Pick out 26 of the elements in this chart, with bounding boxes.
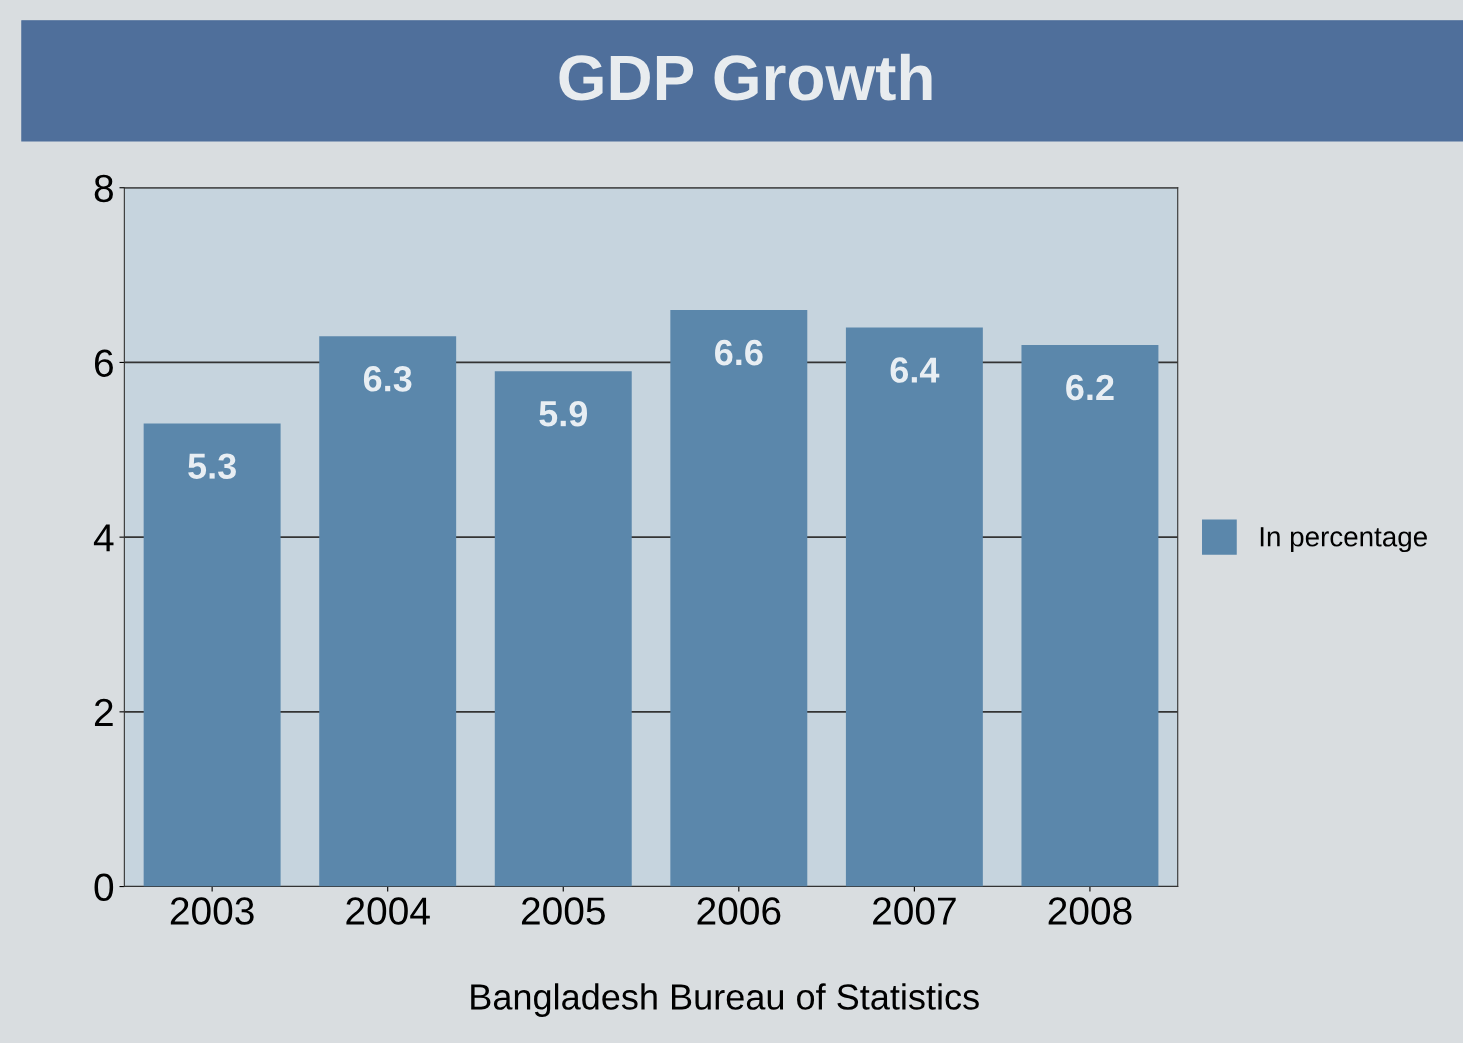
data-label: 5.3 xyxy=(188,453,236,479)
data-label: 6.4 xyxy=(890,357,940,383)
y-tick-label: 4 xyxy=(93,524,114,552)
bar xyxy=(494,371,632,887)
data-label: 6.2 xyxy=(1066,374,1114,401)
y-tick-label: 6 xyxy=(94,349,113,377)
bar xyxy=(670,310,808,887)
x-tick-label: 2006 xyxy=(697,897,781,925)
data-label: 6.6 xyxy=(715,339,763,366)
x-tick-label: 2008 xyxy=(1048,897,1132,925)
y-tick-label: 0 xyxy=(94,873,114,902)
bar xyxy=(319,336,457,887)
data-label: 6.3 xyxy=(363,366,412,392)
bar xyxy=(1021,344,1159,887)
text: Bangladesh Bureau of Statistics xyxy=(471,983,979,1017)
y-tick-label: 8 xyxy=(94,174,113,203)
x-tick-label: 2007 xyxy=(873,897,956,925)
bar xyxy=(845,327,983,887)
x-tick-label: 2005 xyxy=(521,897,605,925)
x-tick-label: 2004 xyxy=(346,897,430,925)
bar xyxy=(143,423,281,887)
data-label: 5.9 xyxy=(539,400,588,427)
y-tick-label: 2 xyxy=(94,698,113,726)
legend-label: In percentage xyxy=(1260,527,1427,553)
chart-title: GDP Growth xyxy=(559,53,932,101)
x-tick-label: 2003 xyxy=(170,897,254,925)
